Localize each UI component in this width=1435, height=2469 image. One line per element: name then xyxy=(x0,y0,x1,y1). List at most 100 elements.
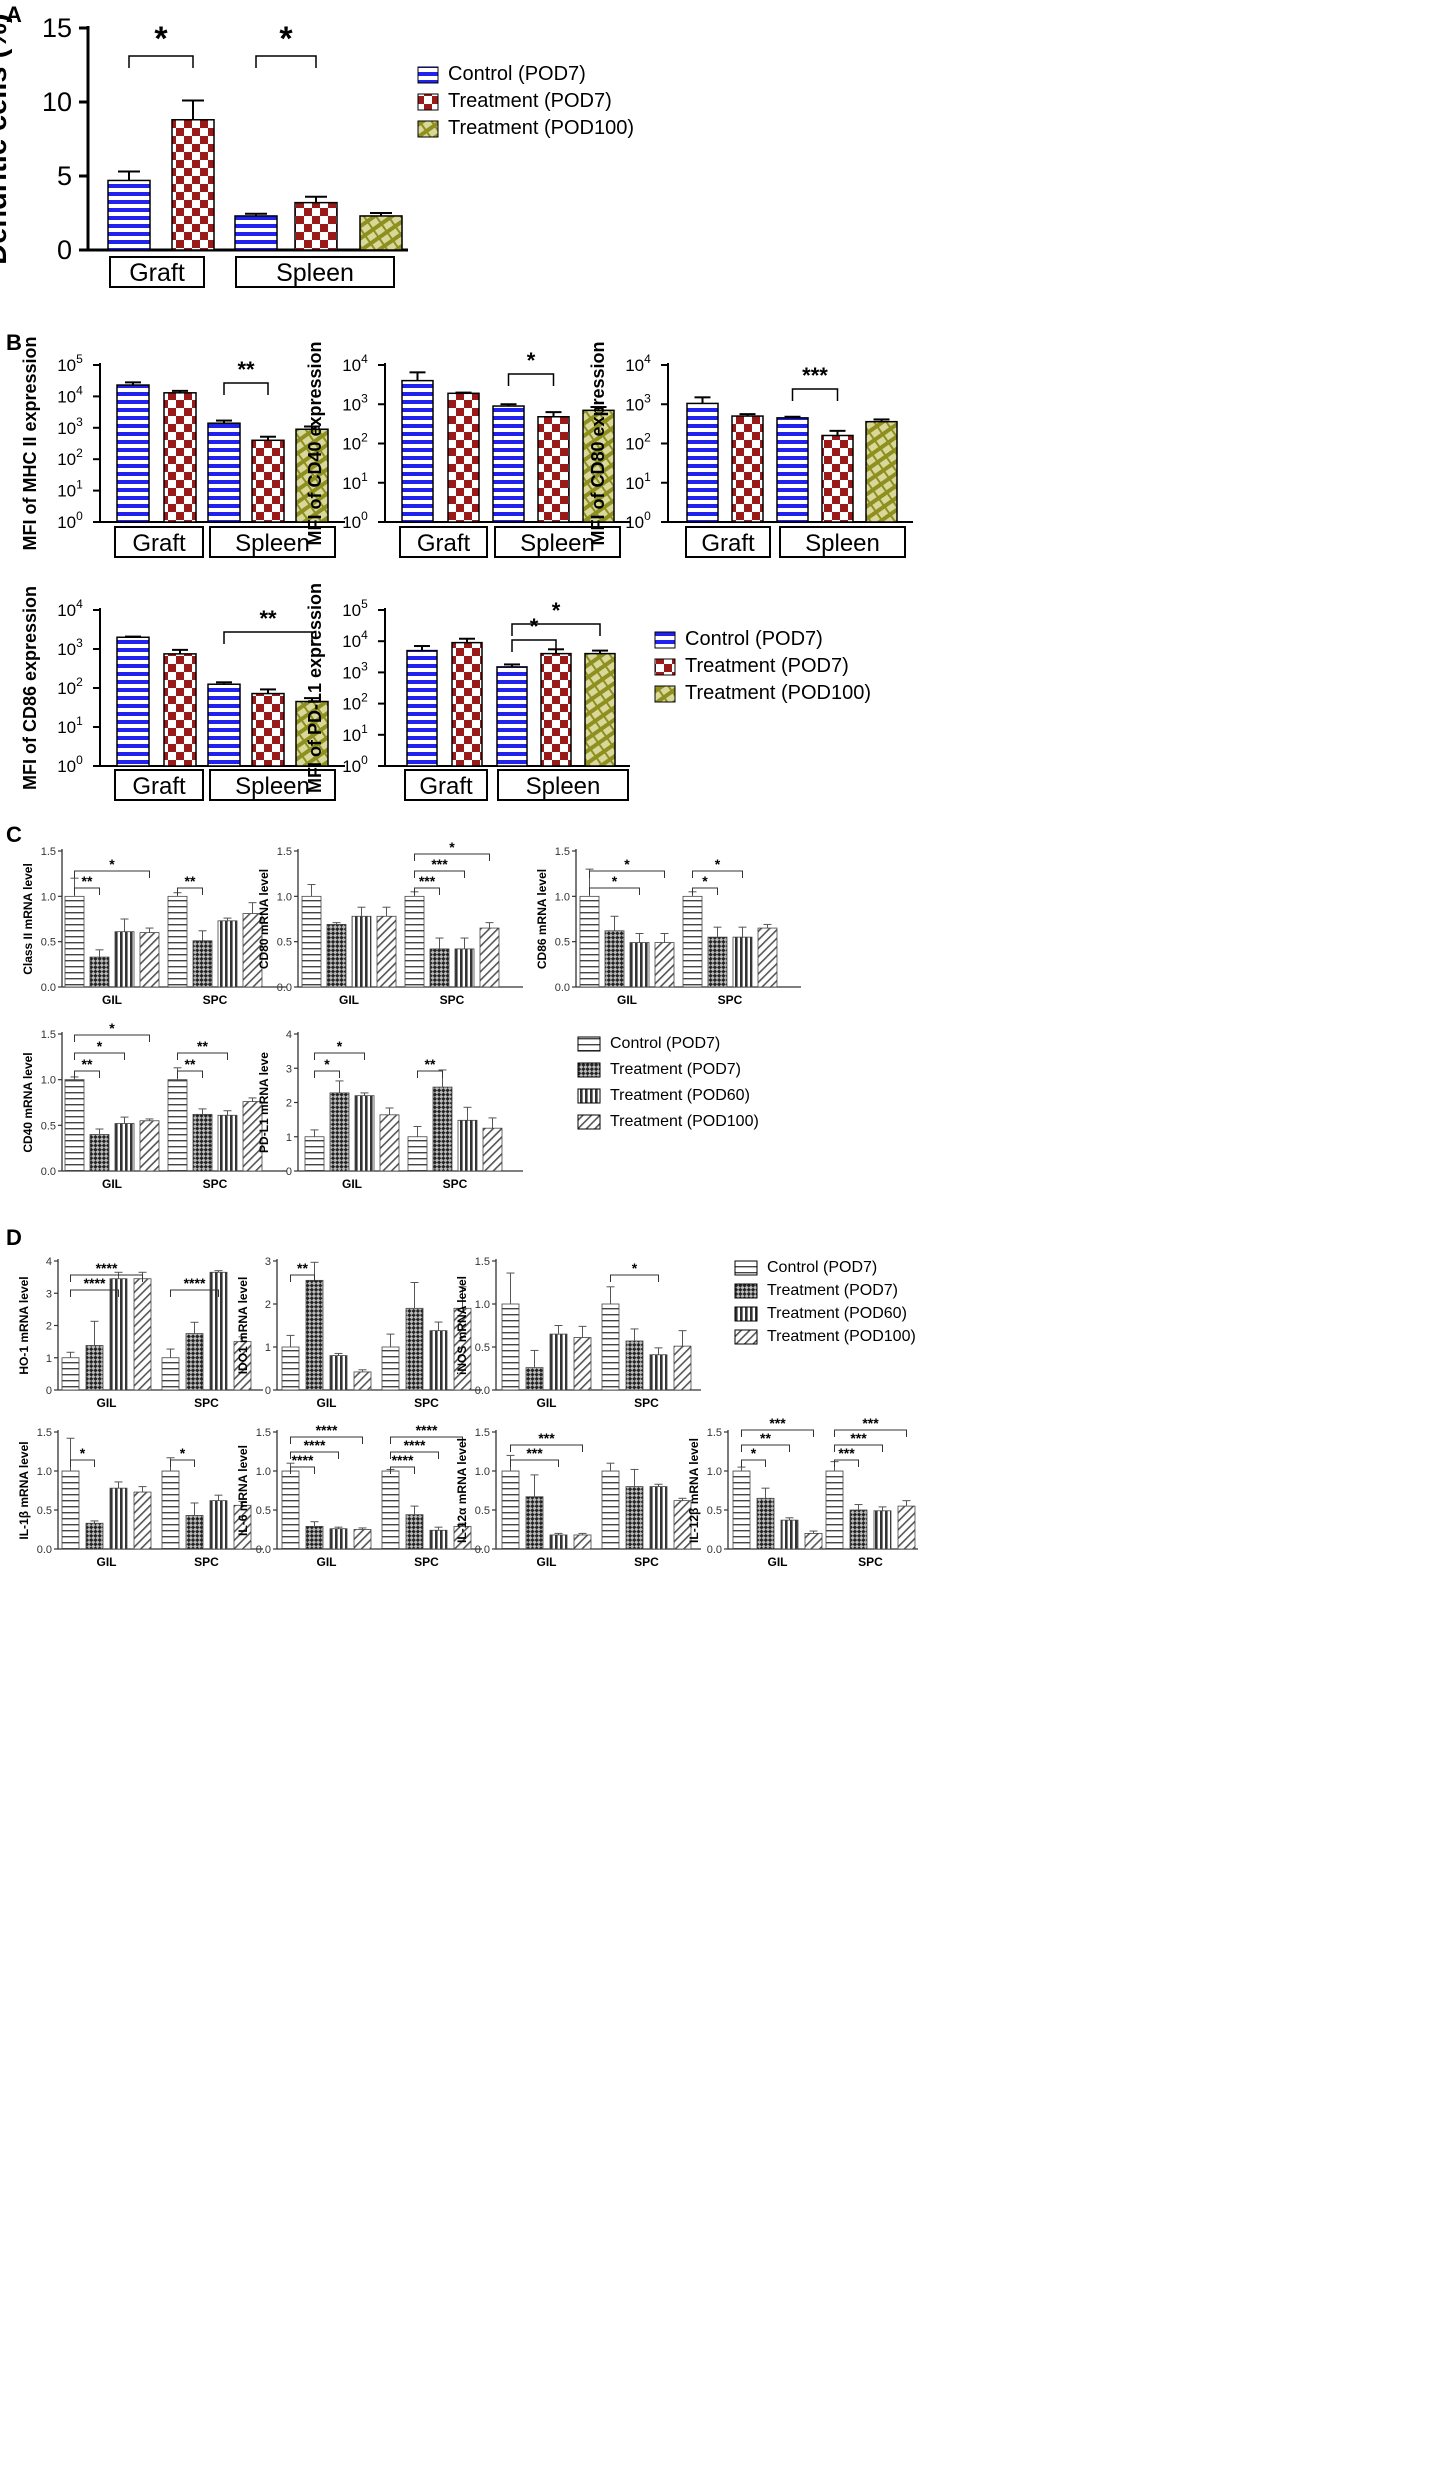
legend-swatch xyxy=(577,1088,601,1104)
bar xyxy=(707,936,728,988)
bar xyxy=(329,1092,350,1172)
bar xyxy=(234,215,278,251)
significance-label: ** xyxy=(197,1038,208,1054)
y-axis-label: IL-12α mRNA level xyxy=(455,1438,469,1543)
bar xyxy=(873,1510,892,1550)
bar xyxy=(192,940,213,988)
significance-bracket xyxy=(290,1436,363,1444)
y-tick-base: 10 xyxy=(625,513,644,532)
significance-bracket xyxy=(223,631,313,644)
chart-d2: 0 1 2 3 IDO1 mRNA level GIL SPC ** xyxy=(236,1256,482,1410)
group-label: GIL xyxy=(102,993,122,1007)
y-tick-label: 0.0 xyxy=(37,1544,52,1556)
y-tick-label: 1.0 xyxy=(707,1466,722,1478)
bar xyxy=(849,1509,868,1550)
group-box xyxy=(779,526,906,558)
panel-label-a: A xyxy=(6,2,22,27)
axis-group: 0 1 2 3 IDO1 mRNA level xyxy=(236,1256,482,1397)
legend-label: Treatment (POD7) xyxy=(767,1282,898,1299)
bar xyxy=(429,948,450,988)
significance-bracket xyxy=(511,639,557,652)
bar xyxy=(217,1114,238,1172)
y-tick-base: 10 xyxy=(342,695,361,714)
y-tick-label: 100 xyxy=(625,509,651,532)
significance-label: * xyxy=(715,856,721,872)
bar xyxy=(89,956,110,988)
group-box xyxy=(404,769,488,801)
y-tick-label: 104 xyxy=(625,352,651,375)
y-tick-label: 102 xyxy=(342,431,368,454)
bar xyxy=(573,1534,592,1550)
bar xyxy=(133,1278,152,1391)
legend-label: Control (POD7) xyxy=(448,63,586,85)
significance-bracket xyxy=(390,1436,463,1444)
bar xyxy=(732,936,753,988)
chart-d6: 0.0 0.5 1.0 1.5 IL-12α mRNA level GIL SPC *****… xyxy=(455,1427,701,1569)
significance-bracket xyxy=(511,623,601,636)
group-label: GIL xyxy=(102,1177,122,1191)
significance-bracket xyxy=(74,1052,125,1060)
bar xyxy=(601,1470,620,1550)
y-tick-base: 10 xyxy=(342,726,361,745)
bar xyxy=(171,119,215,251)
significance-bracket xyxy=(692,870,743,878)
bar xyxy=(85,1345,104,1391)
bar xyxy=(447,392,480,523)
bar xyxy=(329,1528,348,1550)
significance-bracket xyxy=(741,1444,790,1452)
significance-bracket xyxy=(510,1459,559,1467)
significance-label: ** xyxy=(259,606,277,631)
y-tick-label: 4 xyxy=(46,1256,52,1268)
group-label: Graft xyxy=(129,259,185,287)
legend-swatch xyxy=(734,1306,758,1322)
group-label: GIL xyxy=(97,1396,117,1410)
bar xyxy=(451,641,483,767)
significance-label: *** xyxy=(862,1415,879,1431)
significance-label: * xyxy=(702,873,708,889)
bar xyxy=(207,683,241,767)
significance-label: * xyxy=(632,1260,638,1276)
axis-group: 0.0 0.5 1.0 1.5 IL-6 mRNA level xyxy=(236,1427,482,1556)
legend-label: Control (POD7) xyxy=(610,1035,720,1052)
y-tick-label: 0.0 xyxy=(41,1166,56,1178)
group-label: SPC xyxy=(414,1396,439,1410)
significance-label: ** xyxy=(425,1056,436,1072)
y-tick-label: 103 xyxy=(57,415,83,438)
bar xyxy=(379,1114,400,1172)
significance-label: *** xyxy=(802,363,828,388)
legend-panel-a: Control (POD7) Treatment (POD7) Treatment … xyxy=(417,63,634,139)
y-tick-label: 15 xyxy=(42,13,72,43)
bar xyxy=(405,1307,424,1391)
y-tick-label: 0.5 xyxy=(475,1505,490,1517)
y-axis-label: Class II mRNA level xyxy=(21,863,35,975)
y-tick-label: 1.5 xyxy=(555,846,570,858)
axis-group: 0.0 0.5 1.0 1.5 IL-1β mRNA level xyxy=(17,1427,263,1556)
bar xyxy=(381,1470,400,1550)
y-tick-label: 1.5 xyxy=(256,1427,271,1439)
group-label: Spleen xyxy=(276,259,354,287)
bar xyxy=(304,1136,325,1172)
significance-bracket xyxy=(74,887,100,895)
bar xyxy=(217,920,238,988)
group-label: SPC xyxy=(634,1555,659,1569)
y-tick-exponent: 2 xyxy=(361,431,368,445)
bar xyxy=(161,1357,180,1391)
significance-label: **** xyxy=(316,1422,338,1438)
y-tick-label: 104 xyxy=(342,628,368,651)
group-label: GIL xyxy=(617,993,637,1007)
group-box xyxy=(114,526,204,558)
significance-label: * xyxy=(109,1020,115,1036)
bar xyxy=(454,948,475,988)
y-tick-base: 10 xyxy=(57,419,76,438)
y-tick-base: 10 xyxy=(625,435,644,454)
significance-label: **** xyxy=(292,1452,314,1468)
y-tick-label: 0.0 xyxy=(707,1544,722,1556)
significance-label: **** xyxy=(404,1437,426,1453)
bar xyxy=(405,1514,424,1550)
chart-d4: 0.0 0.5 1.0 1.5 IL-1β mRNA level GIL SPC * * xyxy=(17,1427,263,1569)
significance-label: **** xyxy=(392,1452,414,1468)
group-box xyxy=(114,769,204,801)
